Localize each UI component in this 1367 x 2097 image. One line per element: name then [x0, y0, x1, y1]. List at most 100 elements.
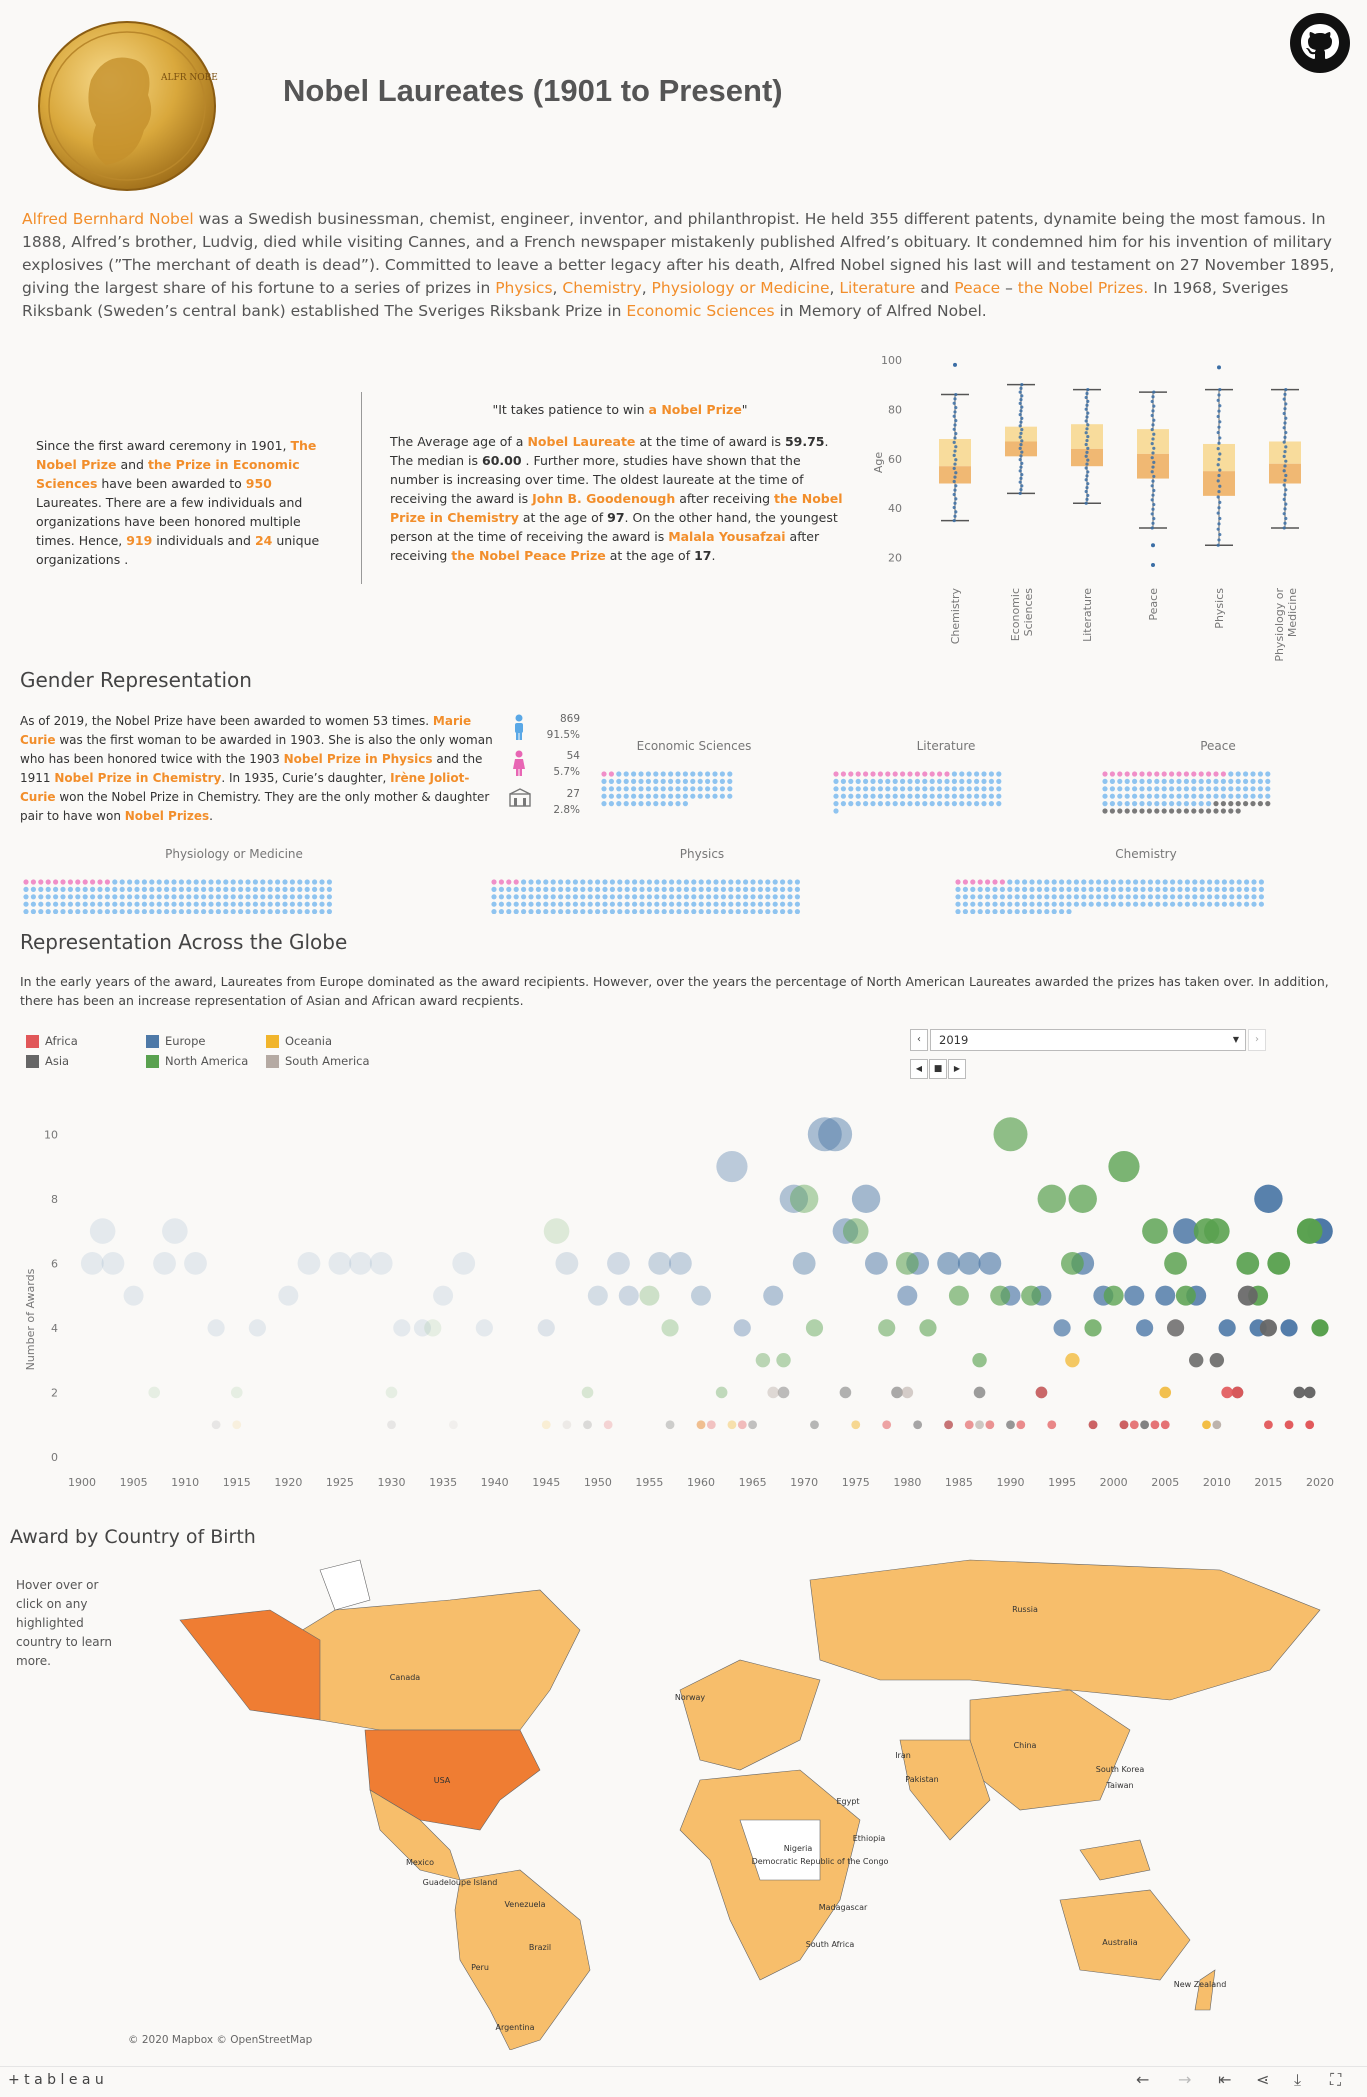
- laureate-dot: [646, 909, 652, 914]
- laureate-dot: [164, 901, 170, 907]
- share-icon[interactable]: ⋖: [1256, 2070, 1270, 2089]
- pause-button[interactable]: ■: [929, 1059, 947, 1079]
- play-back-button[interactable]: ◀: [910, 1059, 928, 1079]
- country-label: Nigeria: [784, 1844, 813, 1853]
- laureate-dot: [238, 901, 244, 907]
- laureate-dot: [491, 886, 497, 892]
- age-point: [1020, 484, 1024, 488]
- laureate-dot: [238, 886, 244, 892]
- outlier-point: [1151, 563, 1155, 568]
- laureate-dot: [907, 778, 913, 784]
- laureate-dot: [632, 909, 638, 914]
- org-count: 27: [566, 788, 580, 800]
- age-point: [1284, 416, 1288, 420]
- laureate-dot: [1265, 793, 1271, 799]
- download-icon[interactable]: ⤓: [1294, 2070, 1302, 2089]
- redo-icon[interactable]: →: [1178, 2070, 1192, 2089]
- legend-item[interactable]: Asia: [26, 1054, 69, 1068]
- box-lower: [1269, 463, 1301, 484]
- legend-item[interactable]: Europe: [146, 1034, 205, 1048]
- awards-bubble-chart[interactable]: 0 2 4 6 8 10 1900 1905 1910 1915 1920 1925 1930 1935 1…: [0, 1082, 1367, 1502]
- legend-item[interactable]: Africa: [26, 1034, 78, 1048]
- award-bubble: [1221, 1386, 1233, 1399]
- award-bubble: [543, 1218, 570, 1244]
- age-boxplot[interactable]: 20 40 60 80 100 Age Chemistry EconomicSciences L…: [860, 340, 1360, 670]
- chemistry-link[interactable]: Chemistry: [562, 279, 642, 297]
- laureate-dot: [787, 909, 793, 914]
- laureate-dot: [1014, 879, 1020, 885]
- play-forward-button[interactable]: ▶: [948, 1059, 966, 1079]
- legend-item[interactable]: North America: [146, 1054, 248, 1068]
- laureate-dot: [951, 778, 958, 784]
- continent-legend: Africa Europe Oceania Asia North America Sout…: [26, 1034, 386, 1074]
- age-point: [1086, 446, 1090, 450]
- revert-icon[interactable]: ⇤: [1218, 2070, 1232, 2089]
- github-icon[interactable]: [1289, 12, 1351, 74]
- laureate-dot: [705, 786, 711, 792]
- x-tick-label: 1940: [481, 1476, 509, 1489]
- laureate-dot: [1235, 778, 1241, 784]
- laureate-dot: [1228, 801, 1234, 807]
- gender-dot-grids[interactable]: Economic Sciences Literature Peace Physiolo…: [0, 718, 1367, 914]
- peace-link[interactable]: Peace: [954, 279, 1001, 297]
- age-point: [1284, 459, 1288, 463]
- laureate-dot: [870, 793, 876, 799]
- laureate-dot: [1221, 879, 1227, 885]
- age-point: [1217, 522, 1221, 526]
- physics-link[interactable]: Physics: [495, 279, 553, 297]
- alfred-nobel-link[interactable]: Alfred Bernhard Nobel: [22, 210, 194, 228]
- laureate-dot: [1036, 879, 1042, 885]
- laureate-dot: [67, 901, 73, 907]
- laureate-dot: [683, 909, 689, 914]
- laureate-dot: [1140, 901, 1146, 907]
- physiology-link[interactable]: Physiology or Medicine: [651, 279, 830, 297]
- laureate-dot: [543, 886, 549, 892]
- world-map[interactable]: Canada USA Mexico Guadeloupe Island Venezuel…: [120, 1540, 1350, 2050]
- laureate-dot: [661, 901, 667, 907]
- laureate-dot: [697, 771, 703, 777]
- laureate-dot: [491, 879, 497, 885]
- laureate-dot: [1125, 894, 1131, 900]
- laureate-dot: [609, 879, 616, 885]
- literature-link[interactable]: Literature: [839, 279, 916, 297]
- legend-item[interactable]: South America: [266, 1054, 370, 1068]
- year-next-button[interactable]: ›: [1248, 1029, 1266, 1051]
- laureate-dot: [631, 778, 637, 784]
- y-tick-label: 60: [888, 453, 902, 466]
- year-prev-button[interactable]: ‹: [910, 1029, 928, 1051]
- economic-sciences-link[interactable]: Economic Sciences: [626, 302, 775, 320]
- laureate-dot: [304, 886, 310, 892]
- age-point: [1217, 409, 1221, 413]
- laureate-dot: [550, 901, 556, 907]
- tableau-logo[interactable]: + t a b l e a u: [8, 2072, 104, 2088]
- laureate-dot: [53, 909, 59, 914]
- laureate-dot: [1154, 808, 1160, 814]
- laureate-dot: [1109, 786, 1115, 792]
- nobel-prizes-link[interactable]: the Nobel Prizes.: [1017, 279, 1149, 297]
- undo-icon[interactable]: ←: [1136, 2070, 1150, 2089]
- laureate-dot: [38, 909, 44, 914]
- age-point: [1283, 407, 1287, 411]
- age-point: [953, 397, 957, 401]
- laureate-dot: [513, 886, 519, 892]
- laureate-dot: [608, 801, 615, 807]
- award-bubble: [706, 1420, 716, 1430]
- laureate-dot: [1243, 786, 1249, 792]
- fullscreen-icon[interactable]: ⛶: [1330, 2070, 1342, 2089]
- laureate-dot: [727, 793, 733, 799]
- laureate-dot: [645, 801, 652, 807]
- laureate-dot: [171, 879, 177, 885]
- age-point: [953, 475, 957, 479]
- laureate-dot: [985, 909, 991, 914]
- laureate-dot: [1124, 808, 1130, 814]
- laureate-dot: [1206, 778, 1212, 784]
- laureate-dot: [608, 771, 615, 777]
- laureate-dot: [521, 886, 527, 892]
- award-bubble: [985, 1420, 995, 1430]
- age-point: [1217, 393, 1221, 397]
- award-bubble: [665, 1420, 675, 1430]
- laureate-dot: [595, 901, 601, 907]
- legend-item[interactable]: Oceania: [266, 1034, 332, 1048]
- laureate-dot: [498, 894, 504, 900]
- year-select[interactable]: 2019 ▼: [930, 1029, 1246, 1051]
